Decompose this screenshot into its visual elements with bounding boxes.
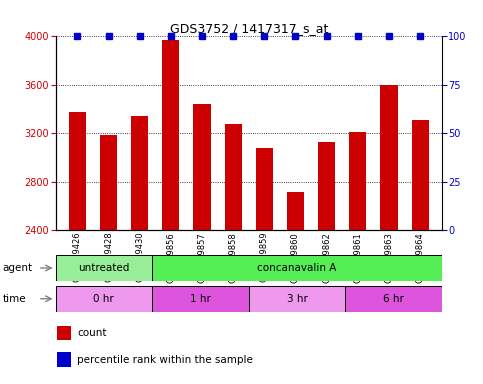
- Bar: [256, 148, 273, 230]
- Bar: [100, 135, 117, 230]
- Bar: [131, 116, 148, 230]
- Bar: [345, 286, 442, 312]
- Text: percentile rank within the sample: percentile rank within the sample: [77, 355, 253, 365]
- Title: GDS3752 / 1417317_s_at: GDS3752 / 1417317_s_at: [170, 22, 328, 35]
- Bar: [152, 286, 249, 312]
- Text: untreated: untreated: [78, 263, 129, 273]
- Bar: [249, 286, 345, 312]
- Bar: [225, 124, 242, 230]
- Text: 0 hr: 0 hr: [94, 294, 114, 304]
- Bar: [412, 120, 429, 230]
- Text: 3 hr: 3 hr: [286, 294, 308, 304]
- Bar: [152, 255, 442, 281]
- Bar: [162, 40, 179, 230]
- Text: concanavalin A: concanavalin A: [257, 263, 337, 273]
- Text: count: count: [77, 328, 107, 338]
- Bar: [318, 142, 335, 230]
- Bar: [56, 286, 152, 312]
- Text: 6 hr: 6 hr: [383, 294, 404, 304]
- Bar: [287, 192, 304, 230]
- Bar: [57, 353, 71, 367]
- Bar: [349, 132, 367, 230]
- Bar: [381, 85, 398, 230]
- Bar: [193, 104, 211, 230]
- Bar: [57, 326, 71, 340]
- Text: agent: agent: [2, 263, 32, 273]
- Bar: [56, 255, 152, 281]
- Bar: [69, 112, 86, 230]
- Text: 1 hr: 1 hr: [190, 294, 211, 304]
- Text: time: time: [2, 294, 26, 304]
